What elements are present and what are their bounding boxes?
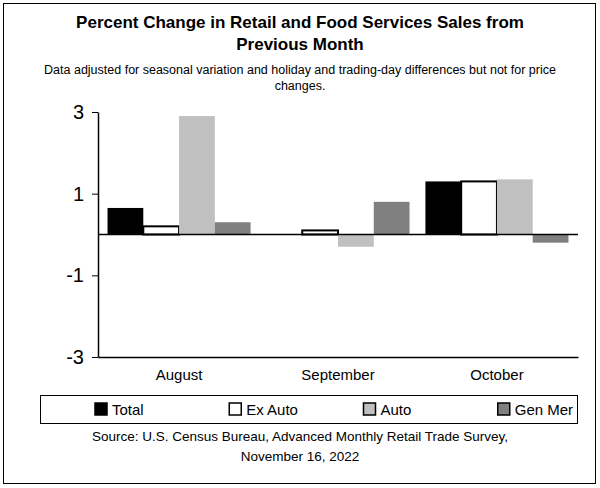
tick-label: -3 [66,346,84,368]
tick: 1 [73,183,98,205]
tick: August [156,357,204,383]
bar [338,235,374,247]
zero-line [98,234,578,236]
axis-line [99,357,579,359]
tick: -3 [66,346,98,368]
plot: -3 -1 1 3 August September October [66,101,578,383]
tick-mark [92,112,98,113]
text-line: Source: U.S. Census Bureau, Advanced Mon… [92,429,508,444]
tick-mark [92,194,98,195]
frame [4,4,596,484]
legend-label: Total [112,401,144,418]
subtitle: Data adjusted for seasonal variation and… [44,63,556,93]
tick-label: September [301,366,374,383]
title: Percent Change in Retail and Food Servic… [76,13,524,54]
tick-label: -1 [66,264,84,286]
legend-swatch [364,403,376,415]
tick-mark [92,275,98,276]
tick: September [301,357,374,383]
bar [374,202,410,235]
bar [497,179,533,234]
legend-swatch [95,403,107,415]
legend-label: Auto [381,401,412,418]
legend-label: Ex Auto [246,401,298,418]
tick-label: 1 [73,183,84,205]
tick-label: 3 [73,101,84,123]
tick-label: August [156,366,204,383]
tick: -1 [66,264,98,286]
tick-label: October [470,366,523,383]
legend-swatch [229,403,241,415]
tick-mark [92,357,98,358]
bar [143,226,179,234]
y-axis: -3 -1 1 3 [66,101,98,368]
legend-box [41,396,578,424]
text-line: November 16, 2022 [241,449,360,464]
bar [108,208,144,235]
x-axis: August September October [99,357,579,383]
legend-swatch [498,403,510,415]
legend-label: Gen Mer [515,401,573,418]
tick: October [470,357,523,383]
bar [533,235,569,243]
text-line: Previous Month [236,35,364,54]
tick: 3 [73,101,98,123]
legend: Total Ex Auto Auto Gen Mer [41,396,578,424]
text-line: Data adjusted for seasonal variation and… [44,63,556,77]
bar [215,222,251,234]
bar [179,116,215,234]
bars [108,116,569,247]
text-line: Percent Change in Retail and Food Servic… [76,13,524,32]
text-line: changes. [275,79,326,93]
source: Source: U.S. Census Bureau, Advanced Mon… [92,429,508,464]
bar [425,181,461,234]
bar [461,181,497,234]
chart: Percent Change in Retail and Food Servic… [0,0,600,488]
axis-line [98,113,100,358]
